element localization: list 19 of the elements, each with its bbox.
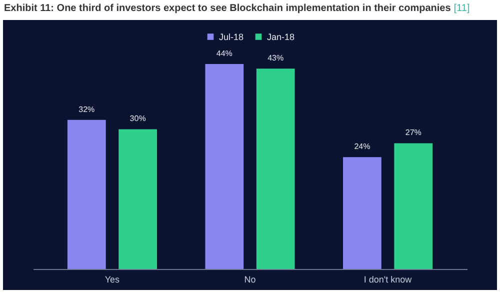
bar xyxy=(118,129,157,269)
x-tick-label: No xyxy=(244,274,256,284)
x-tick-label: Yes xyxy=(104,274,120,284)
legend-label: Jul-18 xyxy=(219,32,244,42)
bar xyxy=(256,68,295,269)
legend-label: Jan-18 xyxy=(267,32,295,42)
data-label: 44% xyxy=(216,49,232,58)
data-label: 32% xyxy=(78,104,95,114)
data-label: 43% xyxy=(268,54,284,63)
bar xyxy=(67,120,106,269)
chart-title: Exhibit 11: One third of investors expect to see Blockchain implementation in their companies xyxy=(4,3,451,14)
bar xyxy=(205,64,244,269)
data-label: 27% xyxy=(405,128,422,138)
bar xyxy=(394,143,433,269)
data-label: 30% xyxy=(130,114,146,124)
bar xyxy=(343,157,382,269)
x-tick-label: I don't know xyxy=(364,274,412,284)
text: [11] xyxy=(454,3,470,14)
data-label: 24% xyxy=(354,142,370,152)
